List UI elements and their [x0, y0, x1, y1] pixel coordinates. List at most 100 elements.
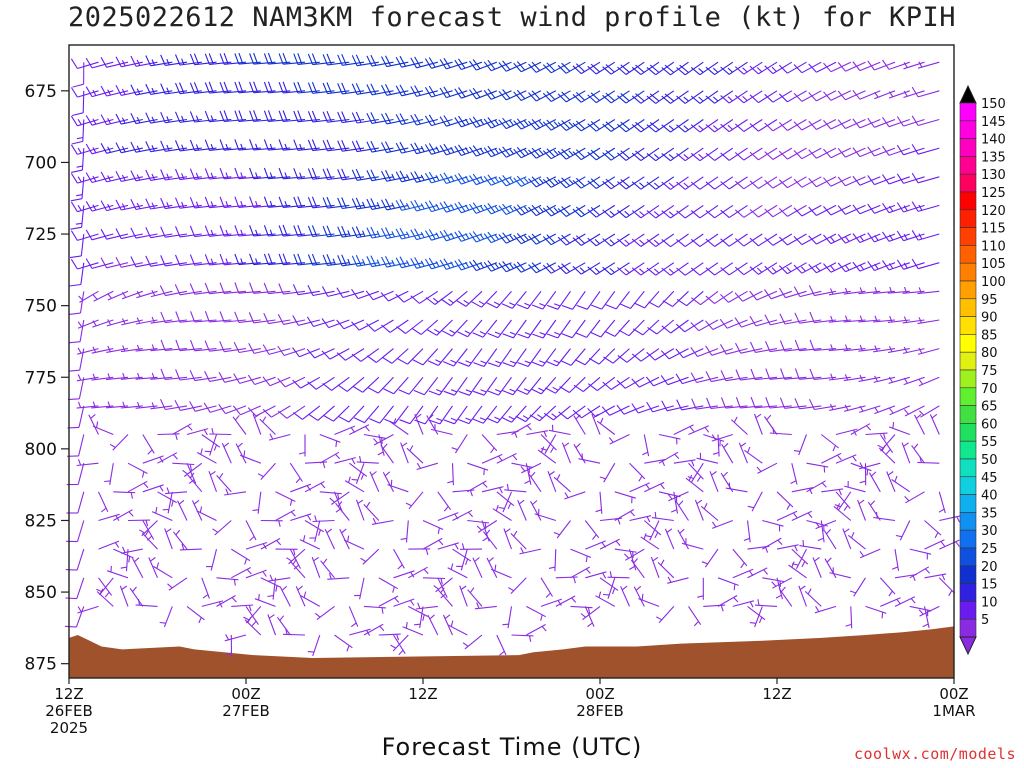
wind-barb — [319, 433, 341, 448]
wind-barb — [395, 141, 424, 154]
wind-barb — [69, 291, 85, 315]
wind-barb — [661, 147, 689, 162]
wind-barb — [121, 290, 143, 300]
wind-barb — [808, 262, 837, 274]
wind-barb — [909, 605, 932, 617]
wind-barb — [711, 519, 733, 529]
wind-barb — [78, 290, 99, 303]
wind-barb — [395, 290, 424, 303]
wind-barb — [690, 346, 719, 358]
wind-barb — [661, 176, 689, 190]
wind-barb — [572, 176, 601, 189]
wind-barb — [601, 405, 630, 416]
wind-barb — [850, 462, 872, 476]
wind-barb — [703, 604, 726, 612]
wind-barb — [381, 227, 409, 240]
wind-barb — [852, 118, 881, 129]
wind-barb — [142, 520, 155, 541]
wind-barb — [790, 463, 798, 485]
wind-barb — [656, 606, 675, 624]
wind-barb — [282, 628, 306, 636]
wind-barb — [248, 343, 276, 354]
wind-barb — [503, 528, 513, 550]
wind-barb — [815, 519, 837, 530]
chart-title: 2025022612 NAM3KM forecast wind profile … — [67, 2, 957, 33]
wind-barb — [437, 542, 459, 550]
wind-barb — [617, 262, 645, 276]
wind-barb — [823, 147, 852, 159]
wind-barb — [911, 443, 925, 464]
colorbar-swatch — [959, 138, 977, 157]
colorbar-label: 45 — [981, 471, 998, 486]
wind-barb — [823, 61, 852, 73]
wind-barb — [903, 405, 925, 417]
wind-barb — [700, 503, 719, 521]
wind-barb — [874, 90, 896, 100]
wind-barb — [616, 404, 645, 415]
wind-barb — [439, 57, 468, 70]
wind-barb — [561, 442, 572, 464]
wind-barb — [661, 90, 689, 104]
wind-barb — [661, 119, 689, 133]
wind-barb — [546, 319, 571, 339]
wind-barb — [469, 259, 497, 272]
x-tick-label: 00Z — [585, 685, 614, 703]
wind-barb — [837, 90, 866, 101]
wind-barb — [560, 348, 586, 366]
wind-barb — [410, 171, 438, 183]
wind-barb — [806, 519, 828, 532]
wind-barb — [779, 340, 807, 352]
wind-barb — [631, 90, 660, 104]
wind-barb — [837, 262, 866, 273]
wind-barb — [917, 317, 940, 325]
wind-barb — [498, 491, 513, 513]
colorbar-label: 70 — [981, 382, 998, 397]
wind-barb — [175, 369, 202, 381]
colorbar-label: 140 — [981, 133, 1006, 148]
wind-barb — [865, 432, 888, 440]
wind-barb — [911, 258, 940, 270]
wind-barb — [439, 258, 468, 270]
wind-barb — [553, 474, 571, 493]
wind-barb — [348, 462, 368, 480]
wind-barb — [382, 471, 394, 493]
wind-barb — [396, 319, 424, 334]
wind-barb — [458, 376, 483, 396]
wind-barb — [85, 201, 114, 212]
wind-barb — [519, 547, 542, 555]
wind-barb — [483, 203, 512, 215]
wind-barb — [405, 491, 424, 510]
wind-barb — [882, 231, 910, 242]
wind-barb — [69, 233, 85, 259]
wind-barb — [843, 374, 866, 382]
wind-barb — [189, 369, 217, 382]
wind-barb — [602, 262, 630, 276]
wind-barb — [756, 462, 778, 474]
wind-barb — [381, 169, 409, 182]
wind-barb — [245, 520, 257, 542]
wind-barb — [150, 344, 173, 352]
wind-barb — [98, 513, 120, 522]
wind-barb — [439, 229, 468, 242]
wind-barb — [575, 319, 601, 338]
colorbar-label: 40 — [981, 489, 998, 504]
wind-barb — [64, 606, 85, 628]
wind-barb — [602, 176, 630, 190]
wind-barb — [100, 143, 129, 154]
wind-barb — [602, 61, 630, 75]
wind-barb — [572, 204, 601, 218]
wind-barb — [68, 348, 85, 372]
wind-barb — [67, 377, 85, 401]
wind-barb — [355, 499, 365, 521]
wind-barb — [381, 112, 409, 125]
wind-barb — [145, 255, 173, 267]
wind-barb — [206, 548, 218, 571]
wind-barb — [676, 90, 704, 104]
wind-barb — [917, 347, 940, 355]
wind-barb — [646, 119, 675, 133]
wind-barb — [476, 520, 498, 533]
wind-barb — [278, 283, 306, 295]
wind-barb — [868, 471, 881, 493]
wind-barb — [424, 85, 453, 98]
wind-barb — [557, 147, 586, 160]
